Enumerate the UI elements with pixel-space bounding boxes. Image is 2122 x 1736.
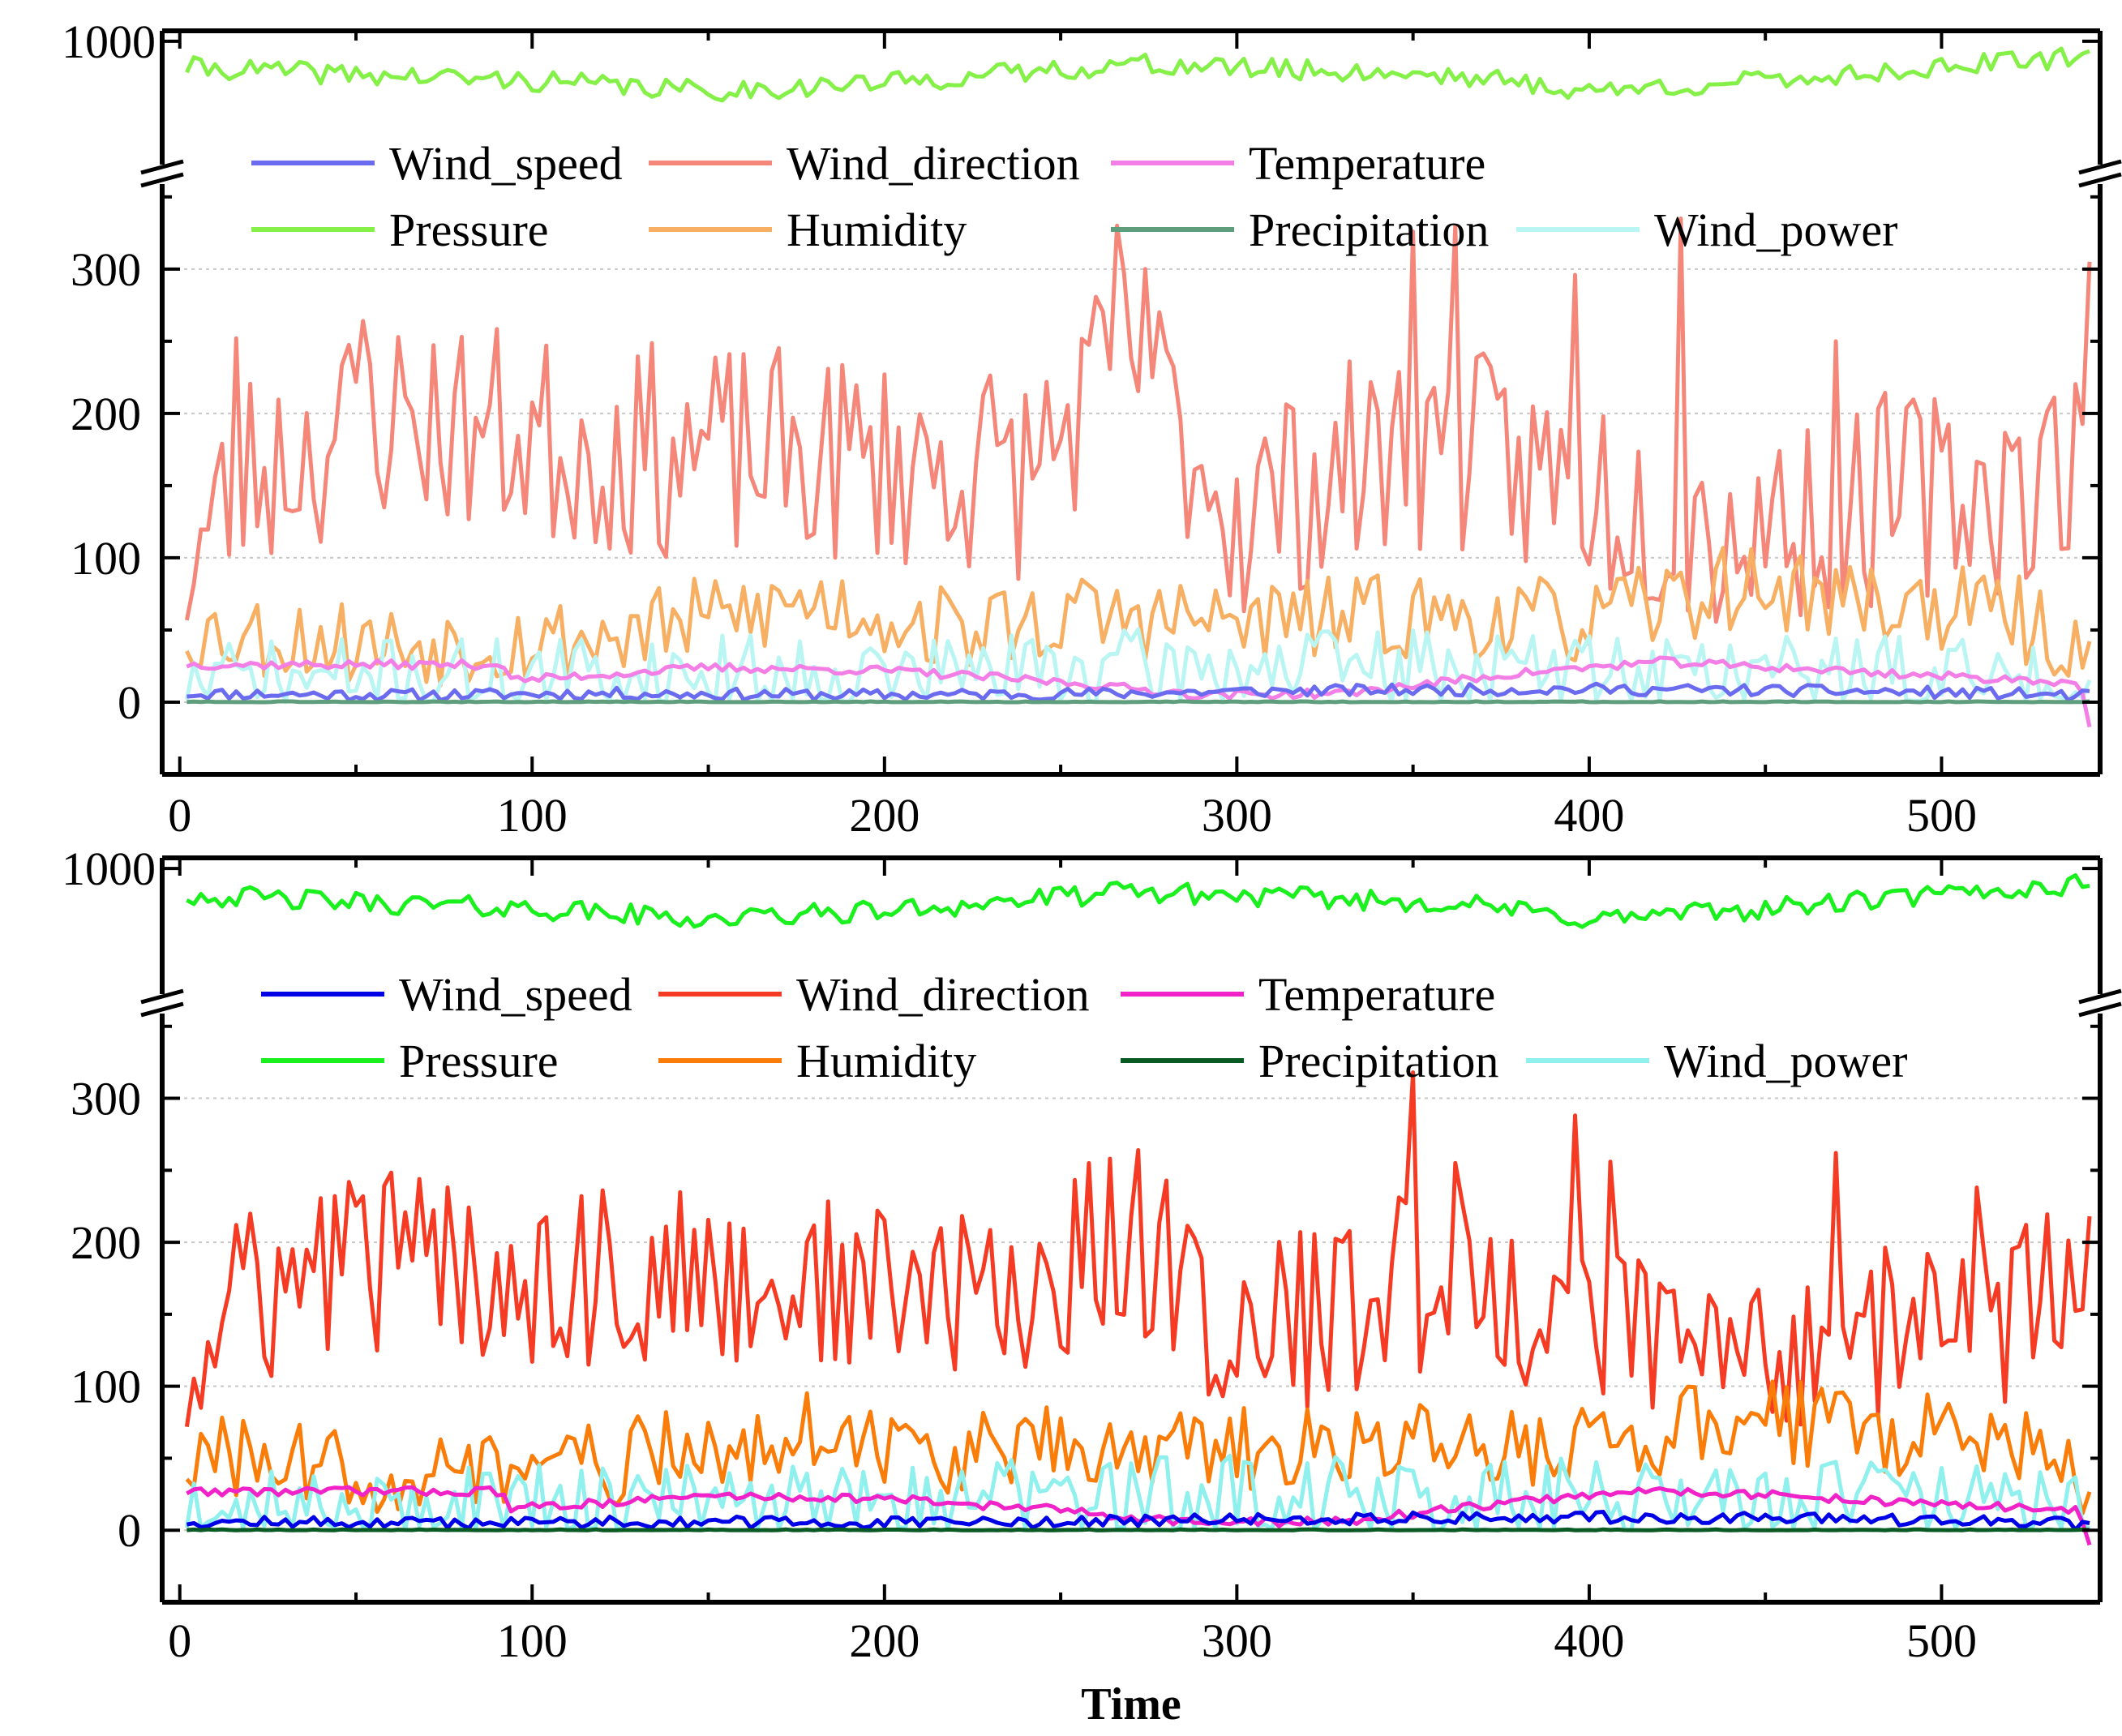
- axis-break-mark: [140, 159, 184, 175]
- legend-label-precipitation: Precipitation: [1258, 1035, 1498, 1087]
- x-tick-label: 500: [1906, 789, 1977, 842]
- series-line-precipitation: [186, 1527, 2090, 1532]
- bottom-panel: 0 100 200 300 1000 0 100 200 300 400 500 Wind_speed…: [62, 842, 2122, 1667]
- legend-label-precipitation: Precipitation: [1249, 204, 1489, 256]
- legend-label-pressure: Pressure: [389, 204, 549, 256]
- series-line-wind-speed: [186, 681, 2090, 703]
- series-line-temperature: [186, 655, 2092, 728]
- y-tick-label: 100: [71, 532, 141, 585]
- x-axis-label: Time: [1081, 1679, 1181, 1730]
- x-tick-label: 300: [1202, 1614, 1272, 1667]
- y-tick-label: 0: [118, 676, 141, 729]
- x-tick-label: 0: [168, 789, 191, 842]
- x-tick-label: 400: [1554, 789, 1624, 842]
- x-tick-label: 0: [168, 1614, 191, 1667]
- y-tick-label-upper: 1000: [62, 15, 156, 68]
- series-line-wind-speed: [186, 1510, 2090, 1532]
- y-tick-label: 200: [71, 1216, 141, 1269]
- top-panel: 0 100 200 300 1000 0 100 200 300 400 500 Wind_speed…: [62, 15, 2122, 842]
- legend: Wind_speed Wind_direction Temperature Press…: [261, 968, 1907, 1087]
- legend-label-temperature: Temperature: [1258, 968, 1495, 1021]
- series-line-wind-direction: [184, 216, 2092, 624]
- x-tick-label: 100: [497, 1614, 568, 1667]
- legend: Wind_speed Wind_direction Temperature Press…: [251, 137, 1897, 256]
- axis-break-mark: [2078, 159, 2122, 175]
- x-tick-label: 200: [849, 789, 920, 842]
- series-line-precipitation: [186, 699, 2090, 705]
- legend-label-wind-speed: Wind_speed: [399, 968, 632, 1021]
- series-line-pressure: [186, 872, 2090, 929]
- axis-break-mark: [2078, 172, 2122, 188]
- axis-break-mark: [2078, 988, 2122, 1005]
- x-tick-label: 400: [1554, 1614, 1624, 1667]
- legend-label-wind-direction: Wind_direction: [787, 137, 1080, 190]
- series-line-temperature: [186, 1485, 2092, 1546]
- legend-label-humidity: Humidity: [796, 1035, 976, 1087]
- axis-break-mark: [140, 172, 184, 188]
- y-tick-label: 300: [71, 1073, 141, 1125]
- series-line-humidity: [185, 546, 2092, 688]
- y-tick-label-upper: 1000: [62, 842, 156, 895]
- axis-break-mark: [2078, 1001, 2122, 1018]
- legend-label-wind-speed: Wind_speed: [389, 137, 623, 190]
- series-line-pressure: [185, 46, 2090, 103]
- series-line-humidity: [185, 1379, 2092, 1515]
- legend-label-wind-direction: Wind_direction: [796, 968, 1090, 1021]
- x-tick-label: 300: [1202, 789, 1272, 842]
- series-group: [184, 46, 2092, 728]
- x-tick-label: 100: [497, 789, 568, 842]
- y-tick-label: 200: [71, 388, 141, 440]
- y-tick-label: 0: [118, 1504, 141, 1557]
- axis-break-mark: [140, 1001, 184, 1018]
- series-group: [184, 872, 2092, 1546]
- y-tick-label: 100: [71, 1361, 141, 1413]
- legend-label-humidity: Humidity: [787, 204, 967, 256]
- series-line-wind-direction: [184, 1070, 2092, 1427]
- axis-break-mark: [140, 988, 184, 1005]
- x-tick-label: 500: [1906, 1614, 1977, 1667]
- legend-label-pressure: Pressure: [399, 1035, 559, 1087]
- legend-label-wind-power: Wind_power: [1664, 1035, 1907, 1087]
- legend-label-wind-power: Wind_power: [1654, 204, 1897, 256]
- x-tick-label: 200: [849, 1614, 920, 1667]
- y-tick-label: 300: [71, 243, 141, 296]
- legend-label-temperature: Temperature: [1249, 137, 1485, 190]
